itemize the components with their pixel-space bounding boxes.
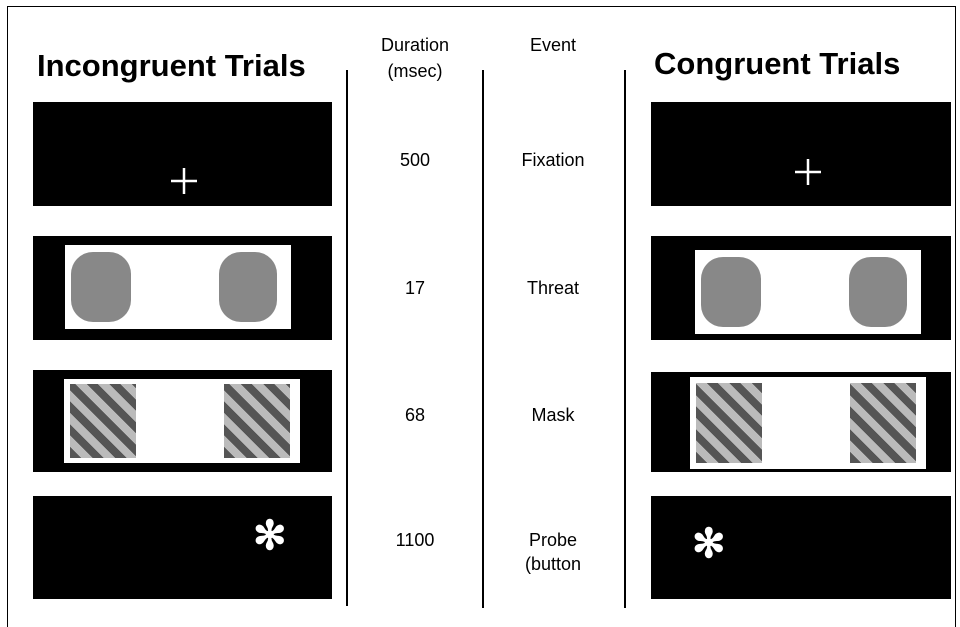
event-header: Event	[498, 32, 608, 58]
event: Probe (button	[503, 528, 603, 576]
face	[71, 252, 131, 322]
fixation-panel	[33, 102, 332, 206]
event: Mask	[498, 403, 608, 427]
divider	[346, 70, 348, 606]
event: Threat	[498, 276, 608, 300]
face-display	[695, 250, 921, 334]
probe-star: ✻	[253, 516, 287, 556]
probe-star: ✻	[692, 524, 726, 564]
cross	[33, 102, 332, 206]
face	[219, 252, 277, 322]
probe-panel: ✻	[651, 496, 951, 599]
duration: 1100	[360, 528, 470, 552]
threat-panel	[33, 236, 332, 340]
mask-panel	[33, 370, 332, 472]
left-title: Incongruent Trials	[37, 48, 306, 84]
duration: 17	[360, 276, 470, 300]
face	[701, 257, 761, 327]
mask-display	[690, 377, 926, 469]
event: Fixation	[498, 148, 608, 172]
face	[849, 257, 907, 327]
divider	[482, 70, 484, 608]
divider	[624, 70, 626, 608]
face-display	[65, 245, 291, 329]
mask-display	[64, 379, 300, 463]
probe-panel: ✻	[33, 496, 332, 599]
duration: 68	[360, 403, 470, 427]
mask	[224, 384, 290, 458]
fixation-panel	[651, 102, 951, 206]
mask	[696, 383, 762, 463]
right-title: Congruent Trials	[654, 46, 900, 82]
cross	[651, 102, 951, 206]
mask-panel	[651, 372, 951, 472]
duration: 500	[360, 148, 470, 172]
mask	[70, 384, 136, 458]
diagram: Incongruent Trials Duration (msec) Event…	[0, 0, 960, 621]
mask	[850, 383, 916, 463]
threat-panel	[651, 236, 951, 340]
duration-header: Duration (msec)	[360, 32, 470, 82]
